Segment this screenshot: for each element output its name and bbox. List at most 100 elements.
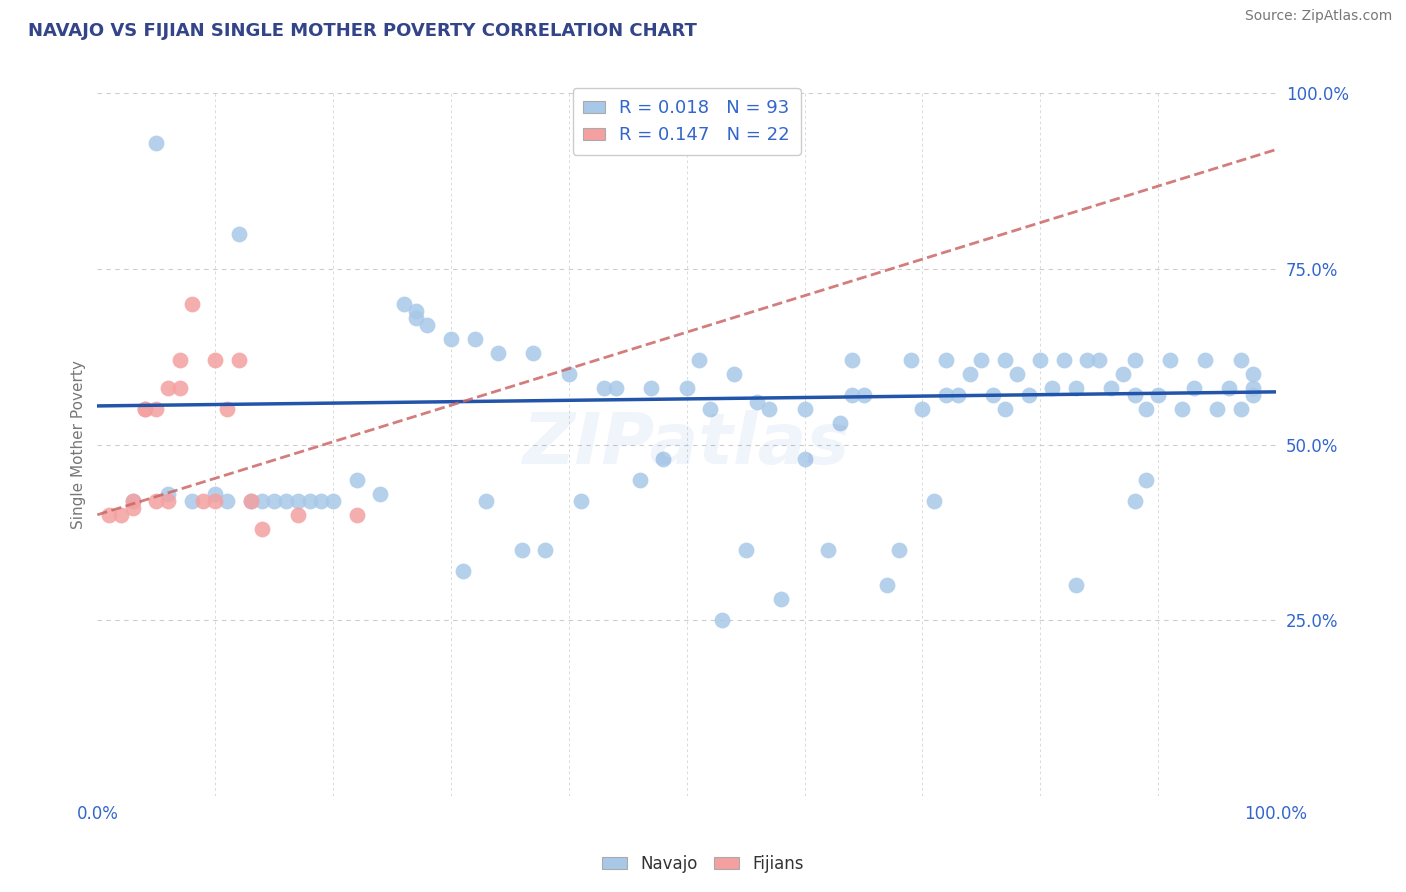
Point <box>157 487 180 501</box>
Point <box>534 543 557 558</box>
Point <box>1241 388 1264 402</box>
Point <box>876 578 898 592</box>
Point <box>1123 353 1146 368</box>
Point <box>522 346 544 360</box>
Point <box>239 493 262 508</box>
Point <box>204 493 226 508</box>
Point <box>405 311 427 326</box>
Point <box>204 353 226 368</box>
Point <box>1005 368 1028 382</box>
Point <box>169 353 191 368</box>
Point <box>121 493 143 508</box>
Point <box>959 368 981 382</box>
Point <box>157 493 180 508</box>
Point <box>204 487 226 501</box>
Point <box>346 473 368 487</box>
Point <box>994 353 1017 368</box>
Legend: Navajo, Fijians: Navajo, Fijians <box>595 848 811 880</box>
Text: ZIPatlas: ZIPatlas <box>523 410 851 479</box>
Point <box>1241 381 1264 395</box>
Point <box>1182 381 1205 395</box>
Text: Source: ZipAtlas.com: Source: ZipAtlas.com <box>1244 9 1392 23</box>
Point <box>510 543 533 558</box>
Legend: R = 0.018   N = 93, R = 0.147   N = 22: R = 0.018 N = 93, R = 0.147 N = 22 <box>572 88 801 155</box>
Point <box>193 493 215 508</box>
Point <box>1135 473 1157 487</box>
Text: NAVAJO VS FIJIAN SINGLE MOTHER POVERTY CORRELATION CHART: NAVAJO VS FIJIAN SINGLE MOTHER POVERTY C… <box>28 22 697 40</box>
Point <box>134 402 156 417</box>
Point <box>346 508 368 522</box>
Point <box>1229 402 1251 417</box>
Point <box>817 543 839 558</box>
Point <box>1064 578 1087 592</box>
Point <box>405 304 427 318</box>
Point <box>1040 381 1063 395</box>
Point <box>392 297 415 311</box>
Y-axis label: Single Mother Poverty: Single Mother Poverty <box>72 360 86 529</box>
Point <box>711 613 734 627</box>
Point <box>416 318 439 333</box>
Point <box>793 451 815 466</box>
Point <box>1064 381 1087 395</box>
Point <box>723 368 745 382</box>
Point <box>994 402 1017 417</box>
Point <box>145 136 167 150</box>
Point <box>1171 402 1194 417</box>
Point <box>1123 388 1146 402</box>
Point <box>274 493 297 508</box>
Point <box>180 297 202 311</box>
Point <box>1159 353 1181 368</box>
Point <box>180 493 202 508</box>
Point <box>935 388 957 402</box>
Point <box>486 346 509 360</box>
Point <box>1194 353 1216 368</box>
Point <box>887 543 910 558</box>
Point <box>628 473 651 487</box>
Point <box>1053 353 1076 368</box>
Point <box>900 353 922 368</box>
Point <box>593 381 616 395</box>
Point <box>145 493 167 508</box>
Point <box>1135 402 1157 417</box>
Point <box>368 487 391 501</box>
Point <box>145 402 167 417</box>
Point <box>734 543 756 558</box>
Point <box>157 381 180 395</box>
Point <box>263 493 285 508</box>
Point <box>970 353 993 368</box>
Point <box>911 402 934 417</box>
Point <box>675 381 697 395</box>
Point <box>605 381 627 395</box>
Point <box>311 493 333 508</box>
Point <box>298 493 321 508</box>
Point <box>121 500 143 515</box>
Point <box>935 353 957 368</box>
Point <box>228 353 250 368</box>
Point <box>1206 402 1229 417</box>
Point <box>688 353 710 368</box>
Point <box>239 493 262 508</box>
Point <box>1229 353 1251 368</box>
Point <box>793 402 815 417</box>
Point <box>440 332 463 346</box>
Point <box>110 508 132 522</box>
Point <box>287 493 309 508</box>
Point <box>758 402 780 417</box>
Point <box>287 508 309 522</box>
Point <box>215 493 238 508</box>
Point <box>215 402 238 417</box>
Point <box>852 388 875 402</box>
Point <box>1029 353 1052 368</box>
Point <box>475 493 498 508</box>
Point <box>134 402 156 417</box>
Point <box>451 564 474 578</box>
Point <box>1099 381 1122 395</box>
Point <box>1123 493 1146 508</box>
Point <box>569 493 592 508</box>
Point <box>169 381 191 395</box>
Point <box>322 493 344 508</box>
Point <box>946 388 969 402</box>
Point <box>252 522 274 536</box>
Point <box>98 508 121 522</box>
Point <box>1018 388 1040 402</box>
